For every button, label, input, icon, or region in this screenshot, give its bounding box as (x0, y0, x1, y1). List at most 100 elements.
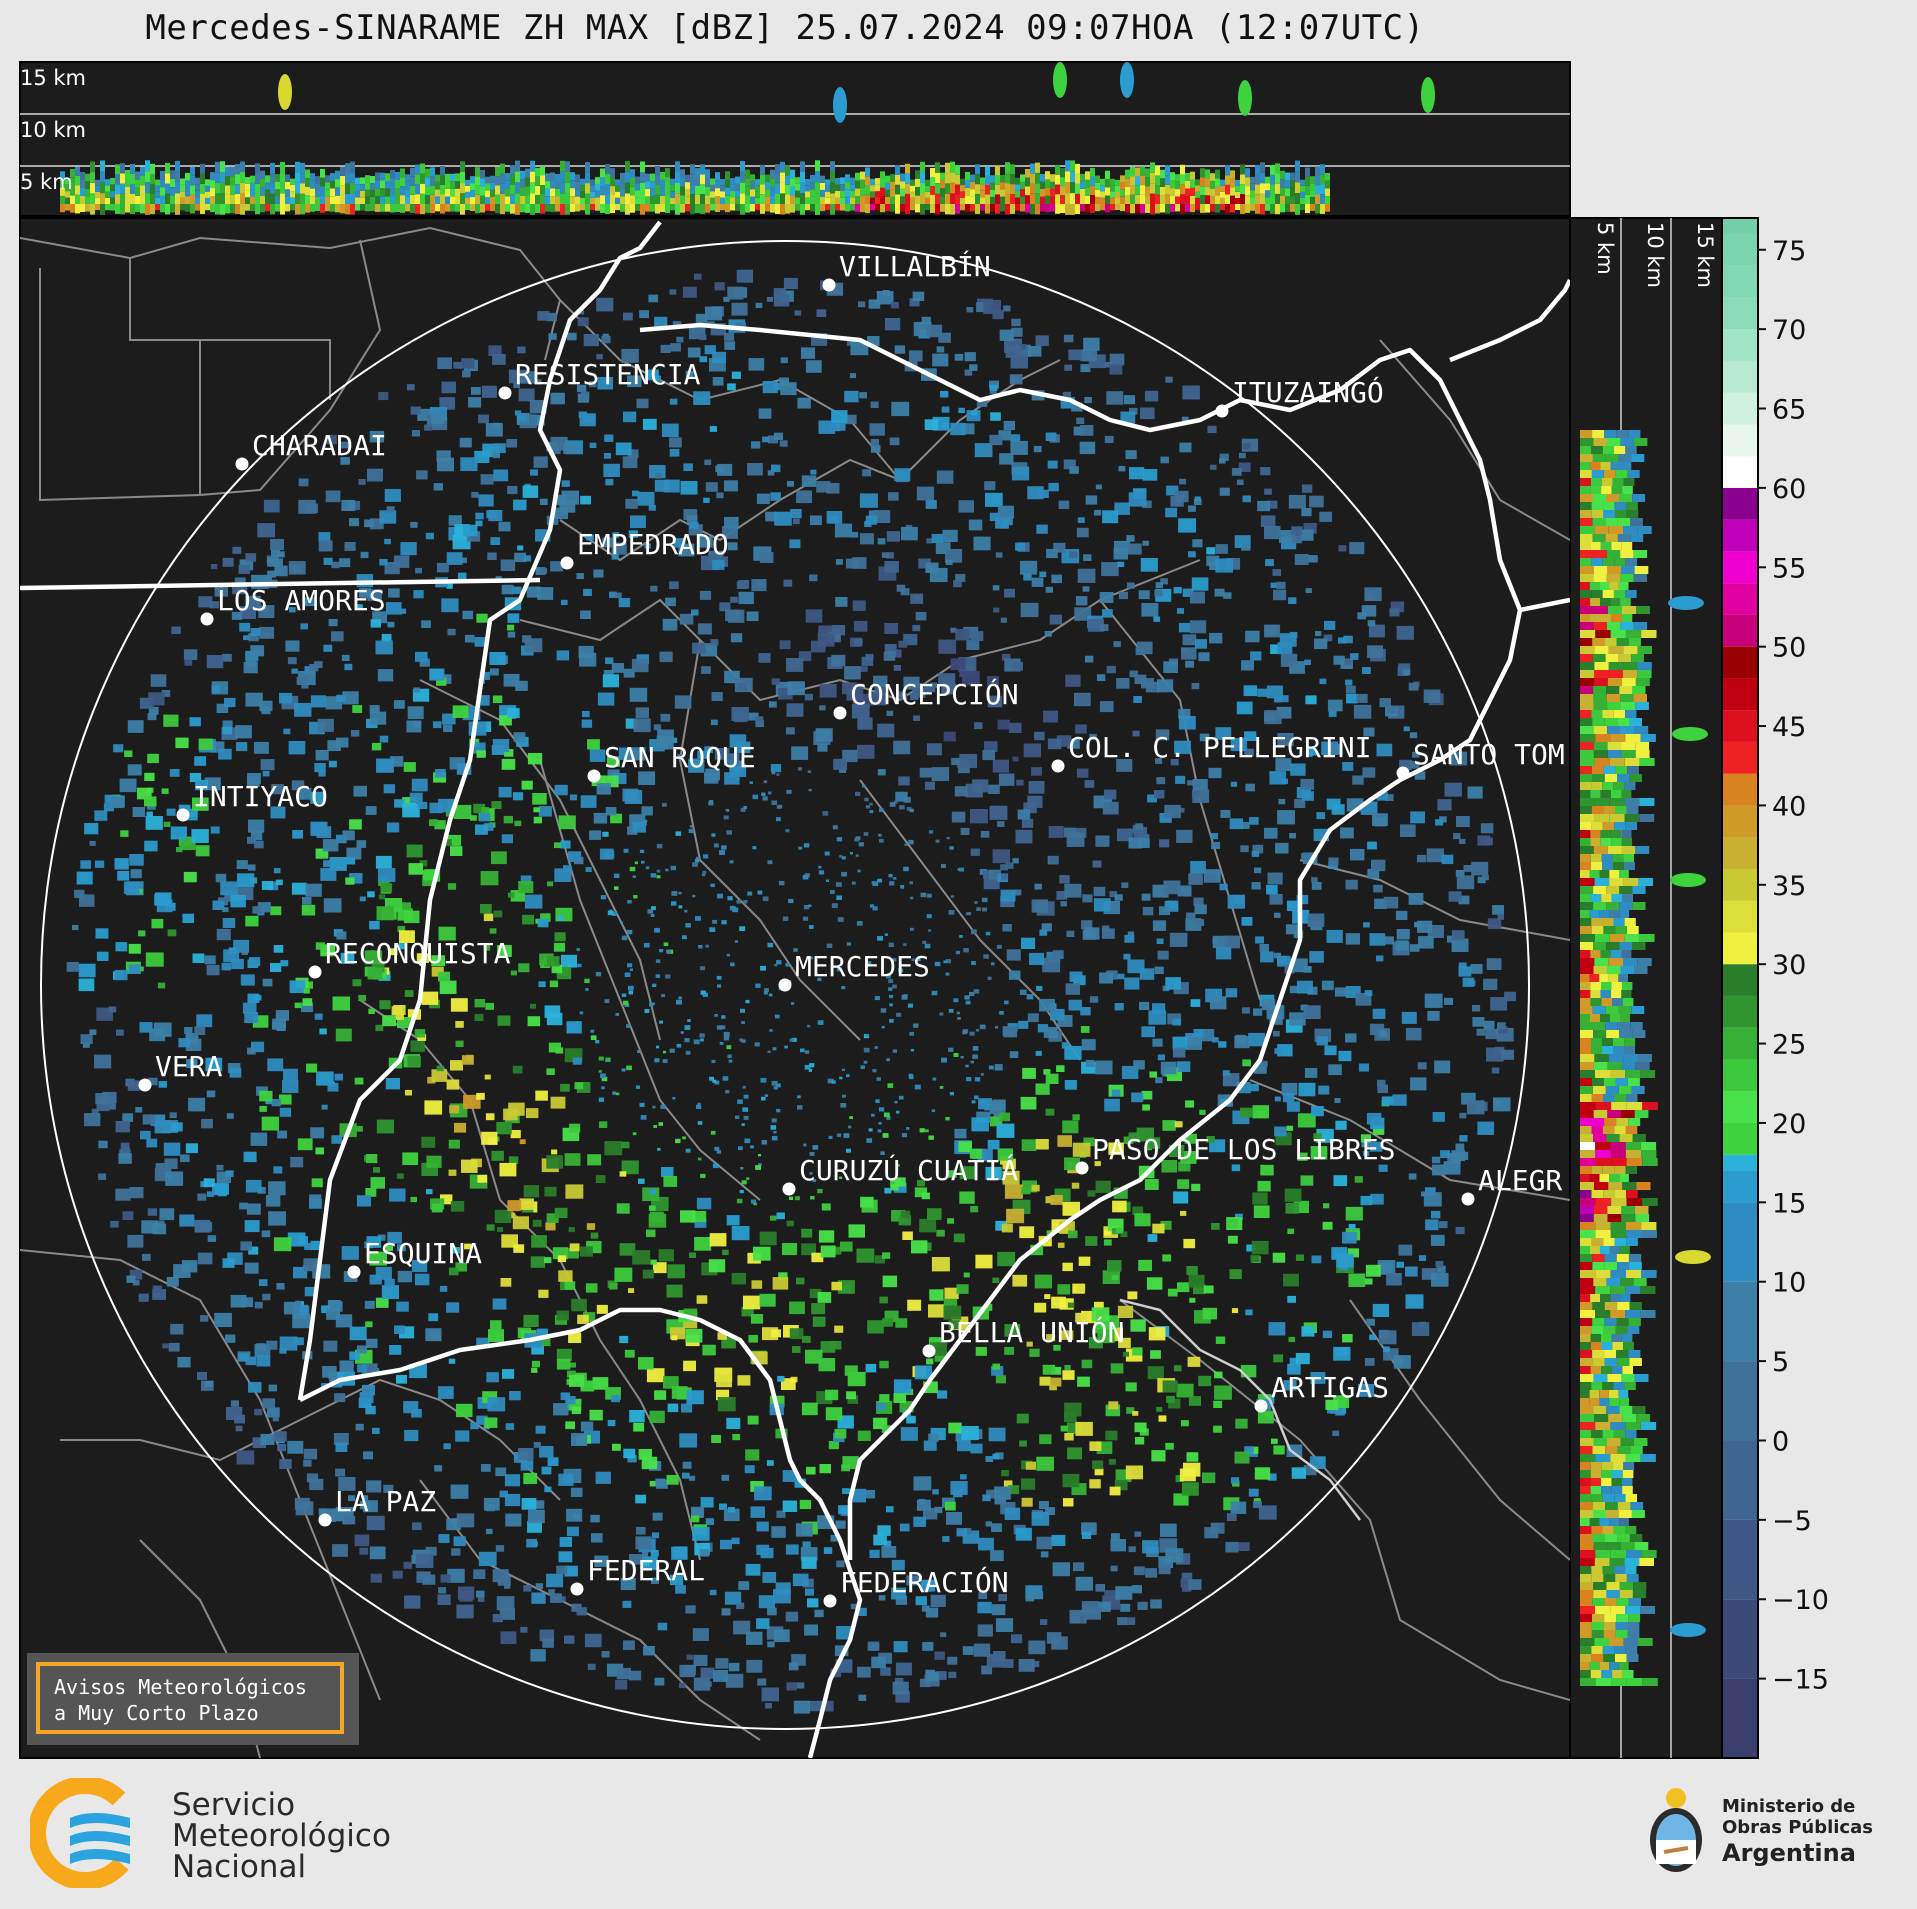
echo-cell (1471, 861, 1489, 876)
top-echo-cell (405, 204, 410, 212)
top-echo-cell (985, 194, 990, 204)
top-echo-cell (1175, 204, 1180, 212)
top-echo-cell (540, 204, 545, 214)
echo-cell (1064, 1433, 1074, 1441)
side-echo-cell (1621, 982, 1633, 990)
echo-cell (1051, 574, 1062, 584)
top-echo-cell (710, 204, 715, 211)
top-echo-cell (90, 193, 95, 204)
echo-cell (1449, 751, 1468, 766)
top-echo-cell (1290, 196, 1295, 204)
top-echo-cell (230, 166, 235, 177)
side-echo-cell (1607, 846, 1622, 854)
echo-cell (656, 869, 661, 873)
echo-cell (651, 1002, 655, 1005)
echo-cell (804, 1050, 810, 1054)
top-echo-cell (765, 189, 770, 197)
top-echo-cell (395, 196, 400, 204)
side-echo-cell (1620, 1294, 1631, 1302)
echo-cell (981, 1665, 993, 1675)
side-echo-cell (1642, 1678, 1658, 1686)
echo-cell (1101, 562, 1119, 577)
echo-cell (310, 695, 327, 708)
echo-cell (484, 1074, 491, 1080)
echo-cell (456, 763, 472, 775)
echo-cell (221, 962, 232, 971)
echo-cell (913, 1476, 932, 1491)
echo-cell (596, 783, 611, 795)
side-echo-cell (1589, 974, 1600, 982)
side-echo-cell (1580, 894, 1591, 902)
echo-cell (1249, 1446, 1259, 1454)
side-echo-cell (1615, 1622, 1628, 1630)
side-echo-cell (1623, 646, 1638, 654)
echo-cell (819, 684, 837, 698)
echo-cell (644, 543, 651, 549)
echo-cell (950, 627, 957, 633)
top-echo-cell (705, 195, 710, 204)
top-echo-cell (1230, 178, 1235, 188)
echo-cell (1206, 1136, 1215, 1143)
side-echo-cell (1580, 1094, 1592, 1102)
echo-cell (700, 990, 706, 995)
echo-cell (721, 1608, 731, 1616)
echo-cell (1257, 688, 1268, 697)
side-echo-cell (1590, 982, 1601, 990)
echo-cell (808, 925, 814, 929)
echo-cell (1018, 1020, 1029, 1029)
top-echo-cell (295, 193, 300, 204)
echo-cell (271, 1098, 281, 1107)
side-echo-cell (1640, 1070, 1656, 1078)
echo-cell (1102, 801, 1119, 815)
side-echo-cell (1580, 1214, 1594, 1222)
echo-cell (561, 480, 570, 487)
echo-cell (247, 864, 256, 871)
echo-cell (989, 380, 999, 389)
echo-cell (593, 569, 604, 578)
side-echo-cell (1590, 998, 1602, 1006)
side-echo-cell (1622, 894, 1633, 902)
echo-cell (1235, 1213, 1243, 1220)
echo-cell (835, 559, 843, 565)
echo-cell (592, 1377, 609, 1390)
side-echo-cell (1591, 510, 1604, 518)
top-echo-cell (205, 191, 210, 198)
top-echo-cell (585, 204, 590, 215)
top-echo-cell (255, 163, 260, 174)
top-echo-cell (405, 174, 410, 182)
echo-cell (667, 1264, 685, 1279)
top-echo-cell (630, 169, 635, 178)
side-echo-cell (1633, 550, 1648, 558)
echo-cell (1056, 891, 1068, 900)
echo-cell (1047, 738, 1062, 750)
side-echo-cell (1611, 486, 1623, 494)
echo-cell (996, 944, 1002, 949)
echo-cell (600, 1073, 606, 1079)
top-echo-cell (725, 204, 730, 213)
echo-cell (1483, 1020, 1495, 1030)
echo-cell (1313, 1133, 1322, 1140)
side-echo-cell (1593, 574, 1607, 582)
echo-cell (630, 515, 646, 529)
top-echo-cell (535, 185, 540, 195)
echo-cell (478, 1551, 497, 1567)
top-echo-cell (1210, 180, 1215, 189)
side-echo-cell (1599, 910, 1610, 918)
echo-cell (584, 978, 590, 983)
side-echo-cell (1607, 1438, 1621, 1446)
echo-cell (626, 1065, 632, 1071)
top-echo-cell (1300, 179, 1305, 186)
echo-cell (557, 915, 564, 921)
echo-cell (565, 1421, 575, 1430)
echo-cell (1450, 1152, 1461, 1162)
echo-cell (548, 1042, 561, 1053)
echo-cell (569, 1374, 585, 1387)
echo-cell (471, 387, 481, 395)
top-echo-cell (545, 188, 550, 197)
echo-cell (1049, 1384, 1057, 1391)
top-echo-cell (735, 197, 740, 204)
echo-cell (586, 534, 594, 541)
top-echo-cell (1260, 183, 1265, 194)
echo-cell (835, 882, 842, 887)
echo-cell (694, 1237, 712, 1251)
